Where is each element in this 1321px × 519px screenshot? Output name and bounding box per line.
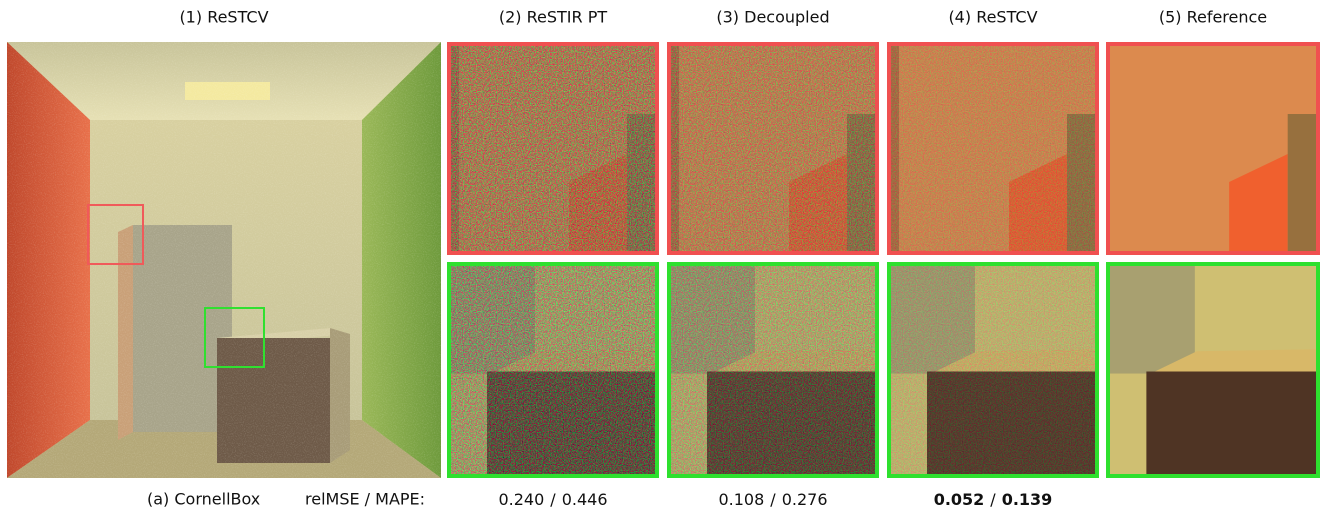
crop-border (667, 42, 879, 255)
column-header: (3) Decoupled (716, 8, 829, 27)
crop-strip (1287, 114, 1320, 255)
column-header: (4) ReSTCV (948, 8, 1037, 27)
crop-border (1106, 42, 1320, 255)
mape: 0.139 (1002, 490, 1053, 509)
column-header: (2) ReSTIR PT (499, 8, 607, 27)
separator: / (990, 490, 996, 509)
crops (447, 42, 1320, 478)
crop-noise (887, 262, 1099, 478)
crop-noise (667, 42, 879, 255)
metric-label: relMSE / MAPE: (305, 490, 425, 509)
separator: / (770, 490, 776, 509)
crop-wall (1106, 262, 1195, 374)
main-render (7, 42, 441, 478)
crop-border (447, 262, 659, 478)
column-header: (1) ReSTCV (179, 8, 268, 27)
crop-noise (887, 42, 1099, 255)
crop-top (887, 42, 1099, 255)
crop-border (447, 42, 659, 255)
crop-block (1229, 154, 1288, 255)
crop-noise (667, 262, 879, 478)
column-header: (5) Reference (1159, 8, 1267, 27)
crop-bottom (667, 262, 879, 478)
crop-bottom (447, 262, 659, 478)
scene-caption: (a) CornellBox (147, 490, 260, 509)
crop-top-face (1146, 349, 1320, 376)
crop-top (447, 42, 659, 255)
metric-value: 0.108 / 0.276 (718, 490, 827, 509)
crop-noise (447, 262, 659, 478)
relmse: 0.052 (934, 490, 985, 509)
crop-top (667, 42, 879, 255)
crop-noise (447, 42, 659, 255)
relmse: 0.240 (498, 490, 544, 509)
mape: 0.276 (782, 490, 828, 509)
crop-bottom (1106, 262, 1320, 478)
crop-box (1146, 371, 1320, 478)
metric-value: 0.052 / 0.139 (934, 490, 1053, 509)
separator: / (550, 490, 556, 509)
mape: 0.446 (562, 490, 608, 509)
crop-border (1106, 262, 1320, 478)
relmse: 0.108 (718, 490, 764, 509)
crop-top (1106, 42, 1320, 255)
crop-border (667, 262, 879, 478)
metric-value: 0.240 / 0.446 (498, 490, 607, 509)
crop-border (887, 42, 1099, 255)
crop-border (887, 262, 1099, 478)
crop-bottom (887, 262, 1099, 478)
